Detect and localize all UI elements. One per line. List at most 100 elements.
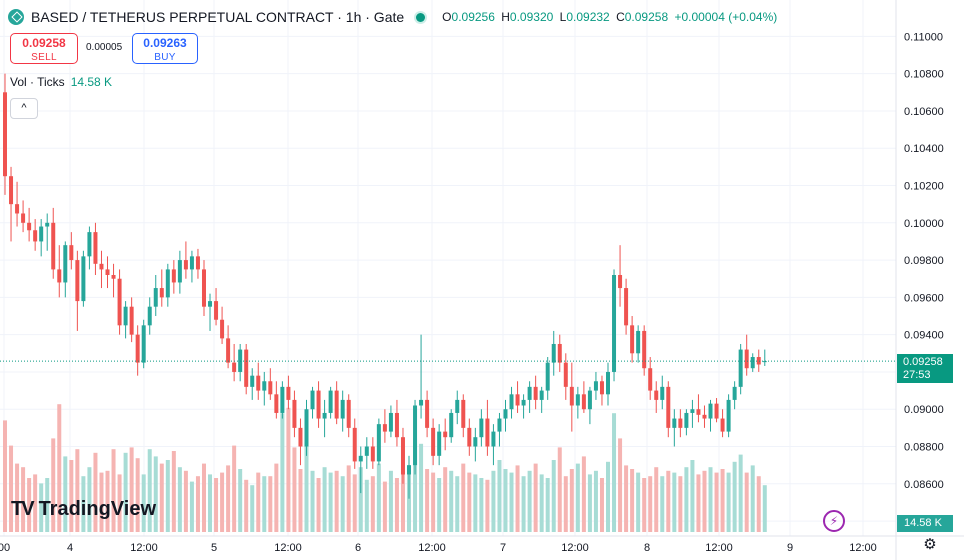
volume-bar xyxy=(642,478,647,532)
candle-body xyxy=(431,427,436,456)
price-tick-label: 0.08800 xyxy=(904,442,944,454)
candle-body xyxy=(232,362,237,372)
price-tick-label: 0.09600 xyxy=(904,292,944,304)
candle-body xyxy=(413,405,418,466)
volume-bar xyxy=(708,467,713,532)
volume-bar xyxy=(153,456,158,532)
volume-bar xyxy=(376,463,381,532)
price-tick-label: 0.10800 xyxy=(904,69,944,81)
candle-body xyxy=(201,269,206,307)
candle-body xyxy=(87,232,92,257)
volume-bar xyxy=(262,476,267,532)
price-tick-label: 0.09800 xyxy=(904,255,944,267)
volume-bar xyxy=(515,465,520,532)
candle-body xyxy=(515,394,520,406)
candle-body xyxy=(220,319,225,339)
candle-body xyxy=(171,269,176,283)
candle-body xyxy=(684,412,689,428)
candle-body xyxy=(744,349,749,369)
candle-body xyxy=(280,386,285,413)
candle-body xyxy=(189,256,194,270)
volume-bar xyxy=(684,467,689,532)
candle-body xyxy=(738,349,743,387)
time-tick-label: 12:00 xyxy=(418,542,446,554)
volume-bar xyxy=(15,463,20,532)
candle-body xyxy=(81,256,86,302)
candle-body xyxy=(521,399,526,406)
candle-body xyxy=(624,288,629,326)
volume-bars xyxy=(3,404,767,532)
chart-header: BASED / TETHERUS PERPETUAL CONTRACT · 1h… xyxy=(8,7,777,27)
volume-bar xyxy=(606,461,610,532)
volume-bar xyxy=(738,454,743,532)
volume-bar xyxy=(593,470,598,532)
symbol-title[interactable]: BASED / TETHERUS PERPETUAL CONTRACT · 1h… xyxy=(31,9,405,25)
candle-body xyxy=(539,390,544,400)
candle-body xyxy=(376,424,381,462)
candle-body xyxy=(268,381,273,395)
candle-body xyxy=(449,412,454,438)
candle-body xyxy=(292,399,297,428)
volume-bar xyxy=(304,424,309,532)
volume-bar xyxy=(449,470,454,532)
volume-bar xyxy=(147,449,152,532)
volume-bar xyxy=(732,461,737,532)
candle-body xyxy=(147,306,152,326)
time-axis[interactable]: 00 4 12:00 5 12:00 6 12:00 7 12:00 8 12:00 9 12:00 xyxy=(0,542,877,554)
candle-body xyxy=(599,381,604,395)
volume-bar xyxy=(581,456,586,532)
volume-bar xyxy=(189,481,194,532)
volume-bar xyxy=(93,452,98,532)
sell-button[interactable]: 0.09258 SELL xyxy=(10,33,78,64)
volume-bar xyxy=(250,485,255,532)
gear-icon[interactable]: ⚙ xyxy=(923,536,937,553)
candle-body xyxy=(117,278,122,326)
candle-body xyxy=(27,222,32,231)
candle-body xyxy=(648,368,653,391)
candle-body xyxy=(702,414,707,419)
volume-bar xyxy=(400,469,405,532)
collapse-legend-button[interactable]: ^ xyxy=(10,98,38,119)
volume-bar xyxy=(557,447,562,532)
candle-body xyxy=(93,232,98,264)
volume-bar xyxy=(129,447,134,532)
sell-price: 0.09258 xyxy=(22,36,66,50)
tradingview-mark: TV xyxy=(11,498,35,520)
candle-body xyxy=(690,409,695,413)
candle-body xyxy=(455,399,460,413)
time-tick-label: 4 xyxy=(67,542,73,554)
volume-bar xyxy=(220,472,225,532)
candle-body xyxy=(159,288,164,298)
volume-bar xyxy=(316,478,321,532)
candle-body xyxy=(75,260,80,302)
volume-legend[interactable]: Vol · Ticks 14.58 K xyxy=(10,75,112,89)
price-candles xyxy=(3,73,767,499)
volume-bar xyxy=(105,470,110,532)
volume-bar xyxy=(9,445,14,532)
time-tick-label: 12:00 xyxy=(274,542,302,554)
volume-bar xyxy=(280,413,285,532)
volume-bar xyxy=(57,404,62,532)
volume-bar xyxy=(346,465,351,532)
candle-body xyxy=(21,213,26,223)
volume-tag: 14.58 K xyxy=(897,515,953,532)
candle-body xyxy=(183,260,188,270)
time-tick-label: 9 xyxy=(787,542,793,554)
volume-bar xyxy=(690,460,695,532)
lightning-icon[interactable]: ⚡ xyxy=(823,510,845,532)
volume-bar xyxy=(521,476,526,532)
volume-bar xyxy=(3,420,7,532)
candle-body xyxy=(666,386,671,428)
volume-bar xyxy=(177,467,182,532)
volume-bar xyxy=(334,470,339,532)
price-axis[interactable]: 0.11000 0.10800 0.10600 0.10400 0.10200 0.100… xyxy=(904,31,944,528)
candle-body xyxy=(437,431,442,456)
tradingview-logo[interactable]: TV TradingView xyxy=(11,498,156,521)
buy-button[interactable]: 0.09263 BUY xyxy=(132,33,198,64)
candle-body xyxy=(165,269,170,298)
candle-body xyxy=(654,390,659,400)
candle-body xyxy=(135,334,140,363)
candle-body xyxy=(563,362,568,387)
candle-body xyxy=(696,409,701,415)
